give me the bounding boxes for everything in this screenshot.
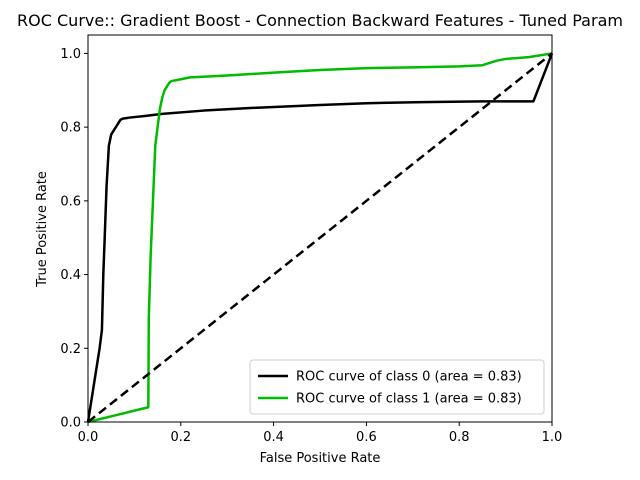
x-axis-label: False Positive Rate	[260, 451, 381, 466]
x-tick-label: 0.4	[263, 430, 284, 445]
y-tick-label: 0.0	[60, 416, 81, 431]
legend-box	[249, 359, 545, 415]
x-tick-label: 0.6	[356, 430, 377, 445]
legend-label: ROC curve of class 0 (area = 0.83)	[296, 370, 522, 385]
x-tick-label: 1.0	[542, 430, 563, 445]
plot-area: 0.0 0.2 0.4 0.6 0.8 1.0 0.0 0.2 0.4 0.6 0.8 1.0	[60, 34, 563, 445]
y-tick-label: 0.8	[60, 121, 81, 136]
y-tick-label: 1.0	[60, 47, 81, 62]
y-axis-label: True Positive Rate	[35, 171, 50, 288]
legend-label: ROC curve of class 1 (area = 0.83)	[296, 392, 522, 407]
axes-frame	[87, 34, 553, 423]
y-tick-label: 0.6	[60, 194, 81, 209]
chart-title: ROC Curve:: Gradient Boost - Connection …	[17, 11, 623, 30]
x-tick-label: 0.0	[78, 430, 99, 445]
roc-line-series-0	[86, 52, 554, 423]
x-tick-label: 0.8	[449, 430, 470, 445]
legend: ROC curve of class 0 (area = 0.83) ROC cu…	[249, 359, 545, 415]
x-tick-label: 0.2	[170, 430, 191, 445]
chance-diagonal-line	[87, 52, 553, 423]
roc-line-series-1	[87, 52, 553, 424]
y-tick-label: 0.4	[60, 268, 81, 283]
y-tick-label: 0.2	[60, 342, 81, 357]
